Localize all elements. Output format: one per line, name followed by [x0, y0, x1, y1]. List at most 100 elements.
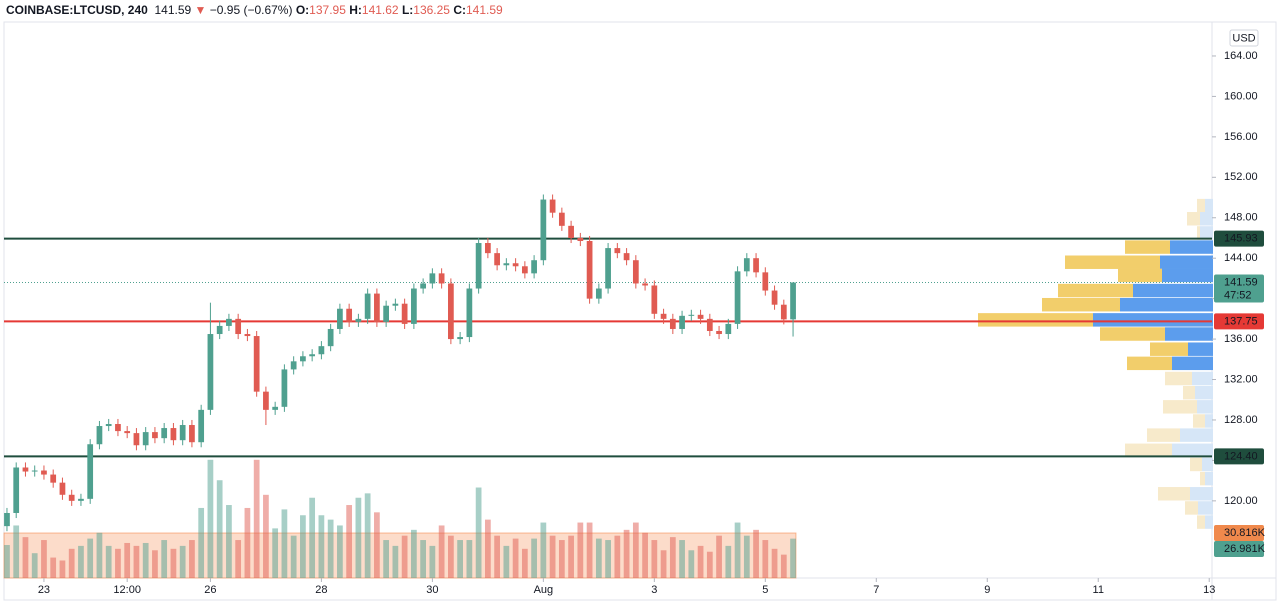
x-tick-label: 12:00: [113, 584, 141, 596]
volume-bar: [706, 551, 713, 578]
level-label-box: [1214, 230, 1264, 247]
ohlc-label: C:: [453, 3, 466, 17]
volume-bar: [207, 459, 214, 578]
volume-bar: [605, 540, 611, 578]
volume-ma-label: 30.816K: [1224, 527, 1266, 539]
volume-bar: [22, 537, 29, 578]
ohlc-label: L:: [401, 3, 414, 17]
profile-up: [1160, 255, 1213, 269]
volume-bar: [300, 515, 306, 578]
profile-down: [1197, 515, 1205, 529]
volume-label: 26.981K: [1224, 543, 1266, 555]
volume-bar: [771, 548, 778, 578]
volume-bar: [337, 525, 343, 578]
ohlc-value: 136.25: [413, 3, 450, 17]
candle-body: [364, 293, 371, 319]
candle-body: [124, 431, 131, 434]
profile-down: [1197, 198, 1205, 213]
candle-body: [688, 314, 695, 316]
countdown: 47:52: [1224, 289, 1252, 301]
y-tick-label: 148.00: [1224, 212, 1258, 224]
candle-body: [226, 318, 232, 326]
x-tick-label: 23: [38, 584, 50, 596]
candle-body: [253, 336, 260, 392]
x-tick-label: 13: [1203, 584, 1215, 596]
candle-body: [41, 470, 47, 475]
symbol: COINBASE:LTCUSD, 240: [6, 3, 148, 17]
volume-bar: [512, 538, 519, 578]
candle-body: [753, 258, 759, 273]
y-tick-label: 144.00: [1224, 252, 1258, 264]
volume-bar: [411, 529, 417, 578]
profile-up: [1205, 471, 1213, 486]
candle-body: [133, 433, 140, 446]
volume-bar: [4, 545, 10, 578]
candle-body: [438, 273, 445, 284]
ohlc-label: H:: [349, 3, 362, 17]
profile-up: [1200, 212, 1213, 226]
candle-body: [679, 315, 685, 329]
candle-body: [531, 260, 537, 274]
volume-bar: [152, 550, 158, 578]
volume-bar: [318, 515, 325, 578]
ohlc-value: 141.59: [465, 3, 503, 17]
profile-down: [1058, 283, 1133, 298]
volume-bar: [105, 545, 112, 578]
profile-down: [1163, 400, 1197, 414]
profile-up: [1205, 414, 1213, 428]
level-label: 137.75: [1224, 315, 1258, 327]
volume-bar: [642, 532, 648, 578]
candle-body: [281, 369, 288, 407]
change: −0.95 (−0.67%): [209, 3, 293, 17]
profile-down: [1187, 212, 1200, 226]
volume-bar: [133, 545, 140, 578]
candle-body: [697, 314, 704, 319]
profile-down: [1185, 501, 1198, 515]
candle-body: [207, 334, 214, 410]
profile-up: [1120, 297, 1213, 312]
volume-bar: [31, 553, 38, 578]
y-tick-label: 132.00: [1224, 373, 1258, 385]
candle-body: [623, 253, 630, 261]
candle-body: [540, 199, 547, 261]
x-tick-label: 11: [1093, 584, 1104, 596]
volume-bar: [374, 512, 380, 578]
volume-bar: [78, 545, 84, 578]
profile-down: [978, 313, 1093, 327]
profile-up: [1198, 501, 1213, 515]
profile-up: [1192, 371, 1213, 386]
candle-body: [503, 263, 510, 266]
candle-body: [68, 494, 75, 501]
candle-body: [31, 470, 38, 472]
profile-up: [1162, 268, 1213, 283]
profile-down: [1150, 342, 1188, 356]
volume-bar: [466, 540, 473, 578]
volume-bar: [716, 535, 722, 578]
volume-bar: [272, 528, 279, 578]
volume-bar: [124, 542, 131, 578]
volume-bar: [253, 459, 260, 578]
volume-bar: [790, 538, 796, 578]
profile-up: [1172, 356, 1213, 371]
candle-body: [429, 273, 436, 284]
volume-bar: [68, 548, 75, 578]
profile-up: [1205, 515, 1213, 529]
volume-bar: [290, 535, 297, 578]
currency-box: [1229, 29, 1259, 47]
profile-up: [1180, 428, 1213, 442]
volume-bar: [429, 545, 436, 578]
candle-body: [170, 428, 177, 441]
candle-body: [411, 288, 417, 324]
volume-bar: [697, 545, 704, 578]
volume-bar: [623, 529, 630, 578]
candle-body: [558, 212, 565, 226]
last-price-box: [1214, 274, 1264, 303]
candle-body: [142, 432, 149, 446]
candle-body: [716, 330, 722, 335]
candle-body: [614, 248, 621, 254]
profile-down: [1197, 226, 1200, 240]
y-tick-label: 120.00: [1224, 495, 1258, 507]
candle-body: [87, 444, 94, 499]
profile-down: [1165, 371, 1192, 386]
candle-body: [179, 425, 186, 441]
